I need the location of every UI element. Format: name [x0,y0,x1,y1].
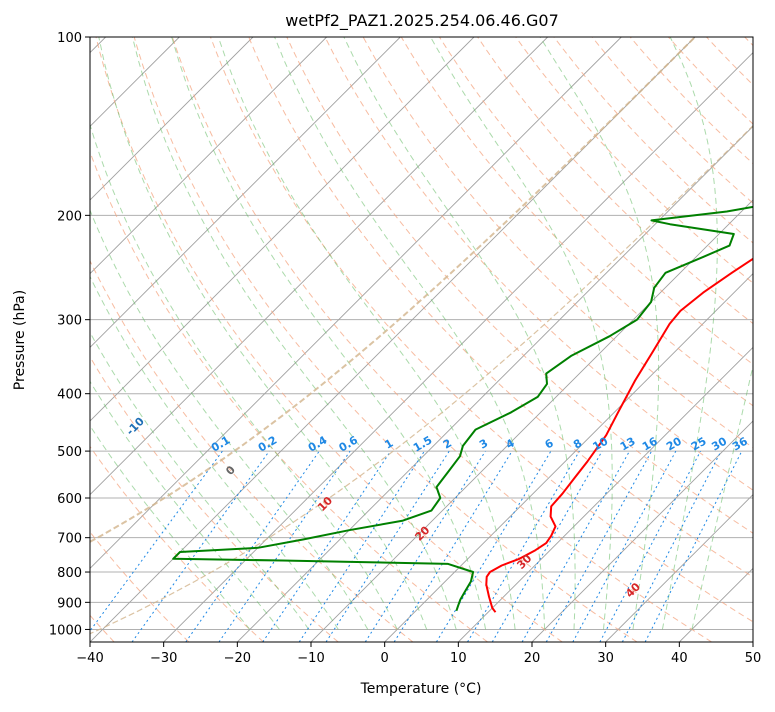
x-tick-label: 50 [745,651,762,666]
x-tick-label: −10 [297,651,324,666]
x-tick-label: 20 [524,651,541,666]
y-tick-label: 1000 [49,623,82,638]
y-tick-label: 300 [57,314,82,329]
y-tick-label: 700 [57,532,82,547]
x-tick-label: −40 [76,651,103,666]
chart-title: wetPf2_PAZ1.2025.254.06.46.G07 [285,11,559,31]
x-axis-label: Temperature (°C) [360,681,482,697]
x-tick-label: −20 [224,651,251,666]
y-tick-label: 100 [57,31,82,46]
y-tick-label: 900 [57,596,82,611]
x-tick-label: 40 [671,651,688,666]
y-tick-label: 400 [57,388,82,403]
y-tick-label: 200 [57,209,82,224]
x-tick-label: 30 [597,651,614,666]
y-tick-label: 500 [57,445,82,460]
x-tick-label: 10 [450,651,467,666]
x-tick-label: −30 [150,651,177,666]
x-tick-label: 0 [381,651,389,666]
y-axis-label: Pressure (hPa) [12,290,28,390]
y-tick-label: 800 [57,566,82,581]
y-tick-label: 600 [57,492,82,507]
